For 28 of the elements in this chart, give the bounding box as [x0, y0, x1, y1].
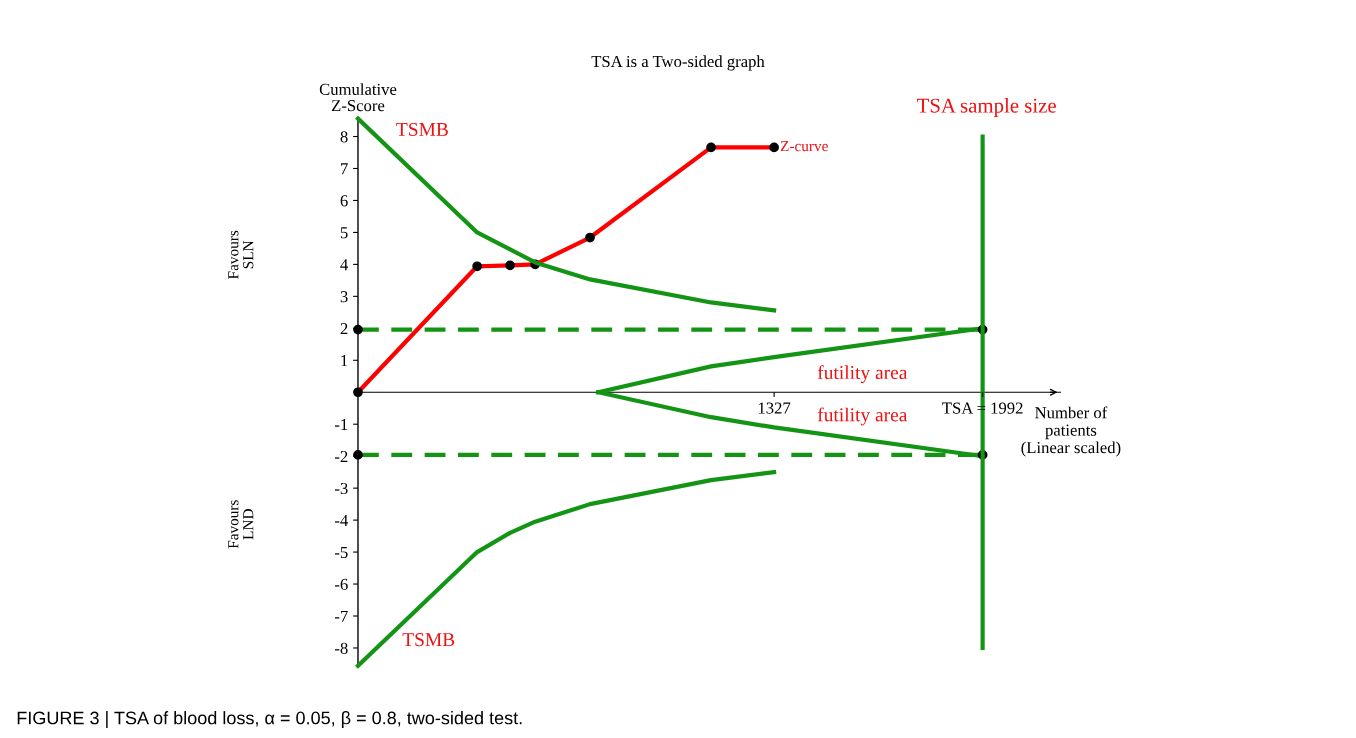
y-tick-label: -4	[335, 514, 348, 526]
caption: FIGURE 3 | TSA of blood loss, α = 0.05, β = 0.8, two-sided test.	[17, 711, 522, 729]
y-tick-label: 8	[340, 131, 348, 143]
y-axis-title: Cumulative Z-Score	[319, 83, 397, 112]
annotation: Z-curve	[780, 141, 828, 152]
y-tick-label: -1	[335, 418, 348, 430]
y-tick-label: 7	[341, 163, 348, 175]
annotation: futility area	[817, 407, 908, 426]
chart-title: TSA is a Two-sided graph	[591, 55, 765, 71]
y-tick-label: -5	[335, 546, 348, 559]
y-tick-label: 3	[340, 291, 348, 303]
y-tick-label: 4	[340, 259, 348, 271]
text: Favours SLN	[228, 230, 254, 279]
y-tick-label: -6	[335, 578, 348, 590]
text: TSA sample size	[917, 98, 1056, 117]
y-tick-label: -3	[335, 482, 348, 495]
x-tick-label: 1327	[758, 402, 791, 414]
y-tick-label: 6	[340, 195, 348, 207]
y-tick-label: 1	[341, 355, 348, 367]
y-tick-label: 5	[340, 227, 348, 239]
y-tick-label: -8	[335, 642, 348, 654]
annotation: futility area	[817, 365, 908, 384]
y-tick-label: -2	[335, 450, 348, 462]
y-tick-label: -7	[335, 610, 348, 622]
annotation: TSMB	[402, 633, 455, 647]
annotation: TSMB	[396, 122, 448, 136]
y-tick-label: 2	[340, 323, 348, 335]
text: Favours LND	[228, 500, 254, 549]
